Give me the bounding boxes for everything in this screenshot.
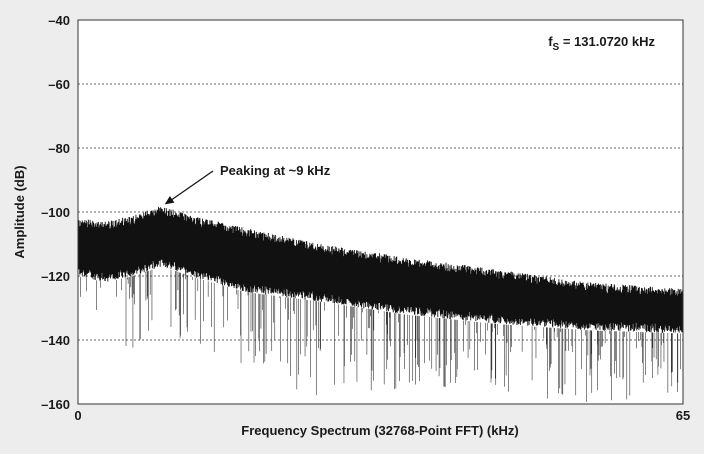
- fs-label: fS = 131.0720 kHz: [548, 34, 655, 53]
- y-axis-ticks: –40 –60 –80 –100 –120 –140 –160: [41, 13, 70, 412]
- x-axis-label: Frequency Spectrum (32768-Point FFT) (kH…: [241, 423, 518, 438]
- fs-label-text: = 131.0720 kHz: [559, 34, 655, 49]
- y-tick-label: –80: [48, 141, 70, 156]
- x-tick-label: 65: [676, 408, 690, 423]
- spectrum-trace: [77, 206, 684, 402]
- x-tick-label: 0: [74, 408, 81, 423]
- y-tick-label: –100: [41, 205, 70, 220]
- plot-frame: [77, 19, 684, 405]
- y-tick-label: –160: [41, 397, 70, 412]
- spectrum-spikes: [80, 269, 681, 402]
- fs-label-prefix: f: [548, 34, 553, 49]
- fs-label-subscript: S: [553, 42, 560, 53]
- x-axis-ticks: 0 65: [74, 408, 690, 423]
- y-tick-label: –120: [41, 269, 70, 284]
- y-tick-label: –140: [41, 333, 70, 348]
- y-tick-label: –40: [48, 13, 70, 28]
- y-axis-label: Amplitude (dB): [12, 165, 27, 258]
- grid-lines: [78, 83, 683, 341]
- peak-annotation: Peaking at ~9 kHz: [220, 163, 331, 178]
- peak-annotation-arrowhead: [164, 195, 175, 205]
- y-tick-label: –60: [48, 77, 70, 92]
- peak-annotation-arrow: [170, 170, 214, 201]
